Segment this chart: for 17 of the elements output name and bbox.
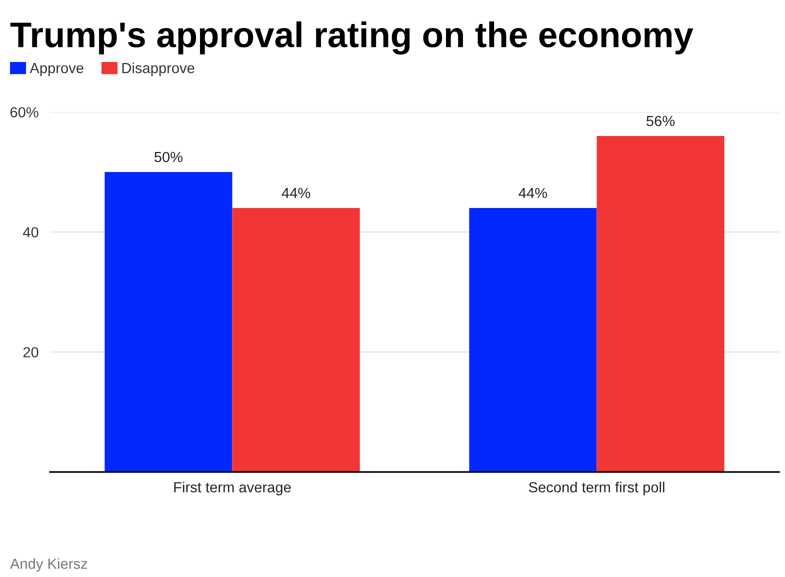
legend-label: Disapprove: [122, 62, 194, 76]
y-tick-label: 40: [23, 227, 38, 238]
y-tick-label: 60%: [10, 107, 38, 118]
x-tick-label: Second term first poll: [528, 482, 664, 496]
x-tick-label: First term average: [174, 482, 291, 496]
data-label: 50%: [154, 152, 183, 162]
bar: [469, 208, 597, 472]
text: Andy Kiersz: [10, 558, 88, 572]
y-tick-label: 20: [23, 347, 38, 358]
bar: [596, 136, 724, 472]
bar: [104, 172, 232, 472]
bar: [232, 208, 360, 472]
chart-title: Trump's approval rating on the economy: [10, 21, 694, 55]
data-label: 44%: [518, 188, 548, 198]
legend-label: Approve: [30, 63, 84, 76]
data-label: 44%: [282, 188, 310, 198]
data-label: 56%: [646, 116, 675, 126]
